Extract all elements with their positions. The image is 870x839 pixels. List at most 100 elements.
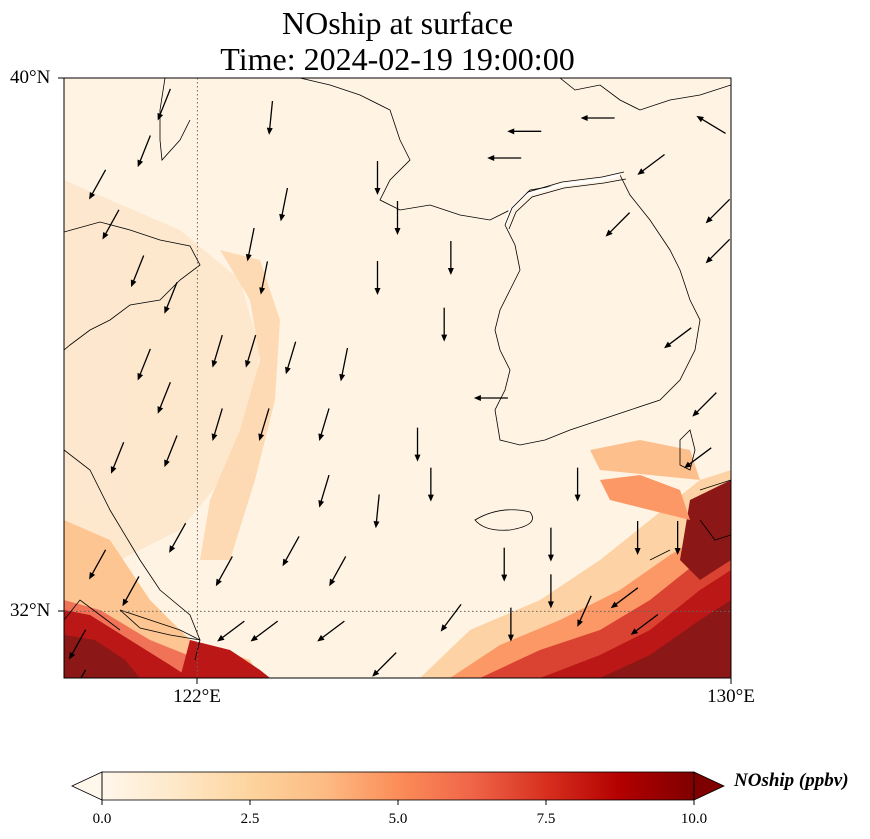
lon-label-130e: 130°E <box>707 686 755 707</box>
hotspot-korea-strait <box>680 480 731 580</box>
wind-arrow <box>169 522 187 553</box>
wind-arrow <box>137 135 151 168</box>
coast-yangtze-island <box>119 609 201 641</box>
wind-arrow <box>137 348 151 381</box>
wind-arrow <box>605 212 631 237</box>
colorbar <box>71 771 725 805</box>
coast-jeju <box>474 509 533 531</box>
plume-strait-north <box>590 440 700 480</box>
colorbar-min-extend <box>71 771 103 801</box>
coast-kyushu <box>649 479 731 561</box>
wind-arrow <box>157 88 171 121</box>
wind-arrow <box>634 521 641 555</box>
border-china-korea <box>504 171 627 230</box>
wind-arrow <box>507 607 514 642</box>
wind-arrow <box>318 474 330 508</box>
wind-arrow <box>574 467 581 502</box>
wind-arrow <box>217 620 245 642</box>
lat-label-40n: 40°N <box>10 67 51 88</box>
plume-west <box>64 180 260 560</box>
wind-arrow <box>414 427 421 462</box>
wind-arrow <box>164 281 178 314</box>
plume-strait-west <box>600 475 690 520</box>
wind-arrow <box>122 576 140 607</box>
colorbar-gradient <box>102 772 694 800</box>
wind-arrow <box>318 408 330 441</box>
border-mask <box>503 173 621 226</box>
map-border <box>63 77 732 679</box>
wind-arrow <box>440 604 462 632</box>
wind-arrow <box>266 101 274 135</box>
cb-label-0: 0.0 <box>92 811 112 827</box>
wind-arrow <box>164 435 178 468</box>
wind-arrow <box>157 381 171 414</box>
coast-jiangsu <box>64 449 201 661</box>
gridlines <box>64 78 731 678</box>
lat-label-32n: 32°N <box>10 600 51 621</box>
wind-arrow <box>372 652 397 677</box>
wind-arrow <box>705 198 731 224</box>
cb-label-2: 5.0 <box>388 811 408 827</box>
lon-label-122e: 122°E <box>173 686 221 707</box>
wind-arrow <box>215 556 233 587</box>
wind-arrow <box>339 347 349 382</box>
wind-arrow <box>441 307 448 342</box>
coast-yangtze-mouth <box>64 599 121 631</box>
map-subtitle-time: Time: 2024-02-19 19:00:00 <box>220 41 575 77</box>
wind-arrow <box>692 392 717 417</box>
cb-label-1: 2.5 <box>240 811 260 827</box>
coast-north-korea-east <box>559 78 731 111</box>
wind-arrow <box>473 395 508 401</box>
wind-arrow <box>630 613 659 635</box>
coast-liaodong-west <box>159 78 191 161</box>
wind-arrow <box>374 161 381 195</box>
hotspot-se-peak <box>600 600 731 678</box>
map-title: NOship at surface <box>281 5 514 41</box>
hotspot-shanghai <box>180 640 270 678</box>
wind-arrow <box>447 241 454 275</box>
cb-label-3: 7.5 <box>536 811 556 827</box>
wind-arrow <box>211 334 223 368</box>
colorbar-max-extend <box>693 771 725 801</box>
wind-arrow <box>102 209 120 240</box>
wind-arrow <box>245 334 257 368</box>
wind-arrow <box>89 169 107 200</box>
coast-shandong <box>64 221 201 351</box>
wind-arrow <box>684 447 712 469</box>
axis-ticks <box>58 77 732 684</box>
colorbar-label: NOship (ppbv) <box>734 770 849 791</box>
wind-arrow <box>674 521 681 555</box>
wind-arrow <box>80 669 87 678</box>
wind-arrow <box>110 441 125 474</box>
wind-arrow <box>507 128 542 135</box>
wind-arrow <box>547 527 554 562</box>
wind-arrow <box>487 155 522 161</box>
wind-arrow <box>501 547 508 582</box>
wind-arrow <box>259 261 269 295</box>
wind-arrow <box>258 408 270 441</box>
wind-arrow <box>317 620 345 642</box>
wind-arrow <box>373 494 380 529</box>
wind-arrow <box>696 115 726 134</box>
cb-label-4: 10.0 <box>680 811 708 827</box>
wind-arrow <box>374 261 381 295</box>
wind-arrow <box>285 341 297 375</box>
coast-tsushima <box>679 429 696 471</box>
wind-arrow <box>279 187 289 222</box>
wind-arrow <box>89 549 107 580</box>
wind-arrow <box>130 255 145 288</box>
hotspot-yangtze-peak <box>64 635 140 678</box>
wind-arrow <box>705 238 731 264</box>
wind-arrow <box>577 595 592 627</box>
wind-arrow <box>69 629 87 660</box>
coastlines <box>64 78 731 661</box>
wind-arrow <box>282 536 300 567</box>
wind-arrow <box>245 227 255 262</box>
wind-arrow <box>664 327 692 349</box>
wind-arrow <box>329 556 347 587</box>
wind-arrow <box>610 587 639 609</box>
wind-arrow <box>637 153 665 175</box>
wind-arrow <box>394 201 401 235</box>
wind-arrow <box>250 620 279 642</box>
